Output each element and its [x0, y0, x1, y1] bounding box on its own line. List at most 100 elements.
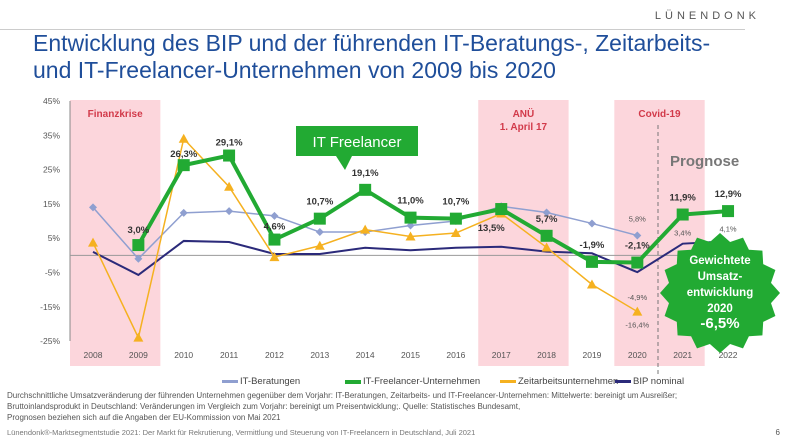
data-label-small: -4,9% [628, 293, 648, 302]
callout-box [296, 126, 418, 170]
band-label: Covid-19 [638, 109, 681, 120]
y-tick-label: 15% [43, 199, 60, 209]
x-tick-label: 2022 [719, 350, 738, 360]
data-point [632, 306, 643, 316]
band-label: 1. April 17 [500, 122, 548, 133]
highlight-band [478, 100, 569, 366]
y-tick-label: -15% [40, 302, 60, 312]
y-tick-label: 45% [43, 96, 60, 106]
data-point [541, 242, 552, 252]
footnote-1: Durchschnittliche Umsatzveränderung der … [7, 391, 678, 400]
x-tick-label: 2014 [356, 350, 375, 360]
data-label: 3,0% [128, 225, 150, 236]
data-label: 5,7% [536, 214, 558, 225]
data-label: 4,6% [264, 222, 286, 233]
series-line-IT-Freelancer-Unternehmen [136, 153, 729, 265]
legend-it-freelancer: IT-Freelancer-Unternehmen [345, 376, 480, 387]
data-point [542, 208, 551, 217]
x-tick-label: 2009 [129, 350, 148, 360]
data-point [540, 229, 553, 242]
data-point [179, 208, 188, 217]
legend-bip: BIP nominal [615, 376, 684, 387]
x-tick-label: 2012 [265, 350, 284, 360]
data-point [268, 233, 281, 246]
data-point [178, 133, 189, 143]
y-tick-label: -5% [45, 268, 61, 278]
data-point [223, 149, 236, 162]
data-label: 10,7% [306, 197, 333, 208]
data-point [360, 224, 371, 234]
data-point [495, 203, 508, 216]
data-point [269, 252, 280, 262]
data-point [89, 203, 97, 212]
data-point [722, 205, 735, 218]
data-point [133, 332, 144, 342]
badge-text: -6,5% [700, 315, 739, 332]
data-point [313, 212, 326, 225]
band-label: Finanzkrise [88, 109, 143, 120]
x-tick-label: 2020 [628, 350, 647, 360]
footnote-2: Bruttoinlandsprodukt in Deutschland: Ver… [7, 402, 521, 411]
data-point [225, 207, 234, 216]
data-point [586, 279, 597, 289]
x-tick-label: 2021 [673, 350, 692, 360]
data-point [134, 254, 143, 263]
data-point [224, 181, 235, 191]
data-label: 11,0% [397, 196, 424, 207]
data-point [405, 231, 416, 241]
data-label: -1,9% [580, 240, 605, 251]
y-tick-label: 35% [43, 130, 60, 140]
data-point [633, 231, 642, 240]
data-label: 19,1% [352, 168, 379, 179]
badge-text: Umsatz- [698, 271, 743, 283]
data-point [404, 211, 417, 224]
data-point [631, 256, 644, 269]
badge-starburst [660, 233, 780, 353]
x-tick-label: 2017 [492, 350, 511, 360]
divider [0, 29, 745, 30]
badge-text: 2020 [707, 303, 733, 315]
footnotes: Durchschnittliche Umsatzveränderung der … [7, 390, 677, 423]
data-label: 13,5% [478, 223, 505, 234]
y-tick-label: 5% [48, 233, 61, 243]
legend-it-beratungen: IT-Beratungen [222, 376, 300, 387]
data-point [314, 240, 325, 250]
data-label-small: 3,4% [674, 229, 691, 238]
data-label-small: 5,8% [629, 214, 646, 223]
logo: LÜNENDONK [654, 10, 760, 22]
data-point [450, 228, 461, 238]
series-line-BIP nominal [92, 239, 729, 277]
data-label: -2,1% [625, 241, 650, 252]
y-tick-label: -25% [40, 336, 60, 346]
x-tick-label: 2010 [174, 350, 193, 360]
data-label: 26,3% [170, 149, 197, 160]
data-point [177, 159, 190, 172]
footnote-3: Prognosen beziehen sich auf die Angaben … [7, 413, 281, 422]
x-tick-label: 2019 [582, 350, 601, 360]
x-tick-label: 2008 [84, 350, 103, 360]
data-point [359, 183, 372, 196]
badge-text: entwicklung [687, 287, 753, 299]
data-label-small: -16,4% [625, 321, 649, 330]
data-point [585, 255, 598, 268]
band-label: ANÜ [513, 107, 535, 120]
source: Lünendonk®-Marktsegmentstudie 2021: Der … [7, 428, 476, 437]
line-chart: Finanzkrise ANÜ 1. April 17 Covid-19 45% 35% 2… [40, 96, 780, 375]
x-tick-label: 2015 [401, 350, 420, 360]
data-label: 29,1% [216, 138, 243, 149]
badge-text: Gewichtete [689, 255, 750, 267]
data-point [270, 211, 279, 220]
data-point [449, 212, 462, 225]
x-tick-label: 2011 [220, 350, 239, 360]
data-label: 10,7% [442, 197, 469, 208]
page-number: 6 [775, 428, 780, 437]
data-point [132, 239, 145, 252]
data-label: 12,9% [715, 189, 742, 200]
data-point [315, 228, 324, 237]
x-tick-label: 2018 [537, 350, 556, 360]
data-label: 11,9% [669, 193, 696, 204]
data-label-small: 4,1% [719, 224, 736, 233]
x-tick-label: 2013 [310, 350, 329, 360]
y-tick-label: 25% [43, 165, 60, 175]
title-line-2: und IT-Freelancer-Unternehmen von 2009 b… [33, 57, 556, 83]
